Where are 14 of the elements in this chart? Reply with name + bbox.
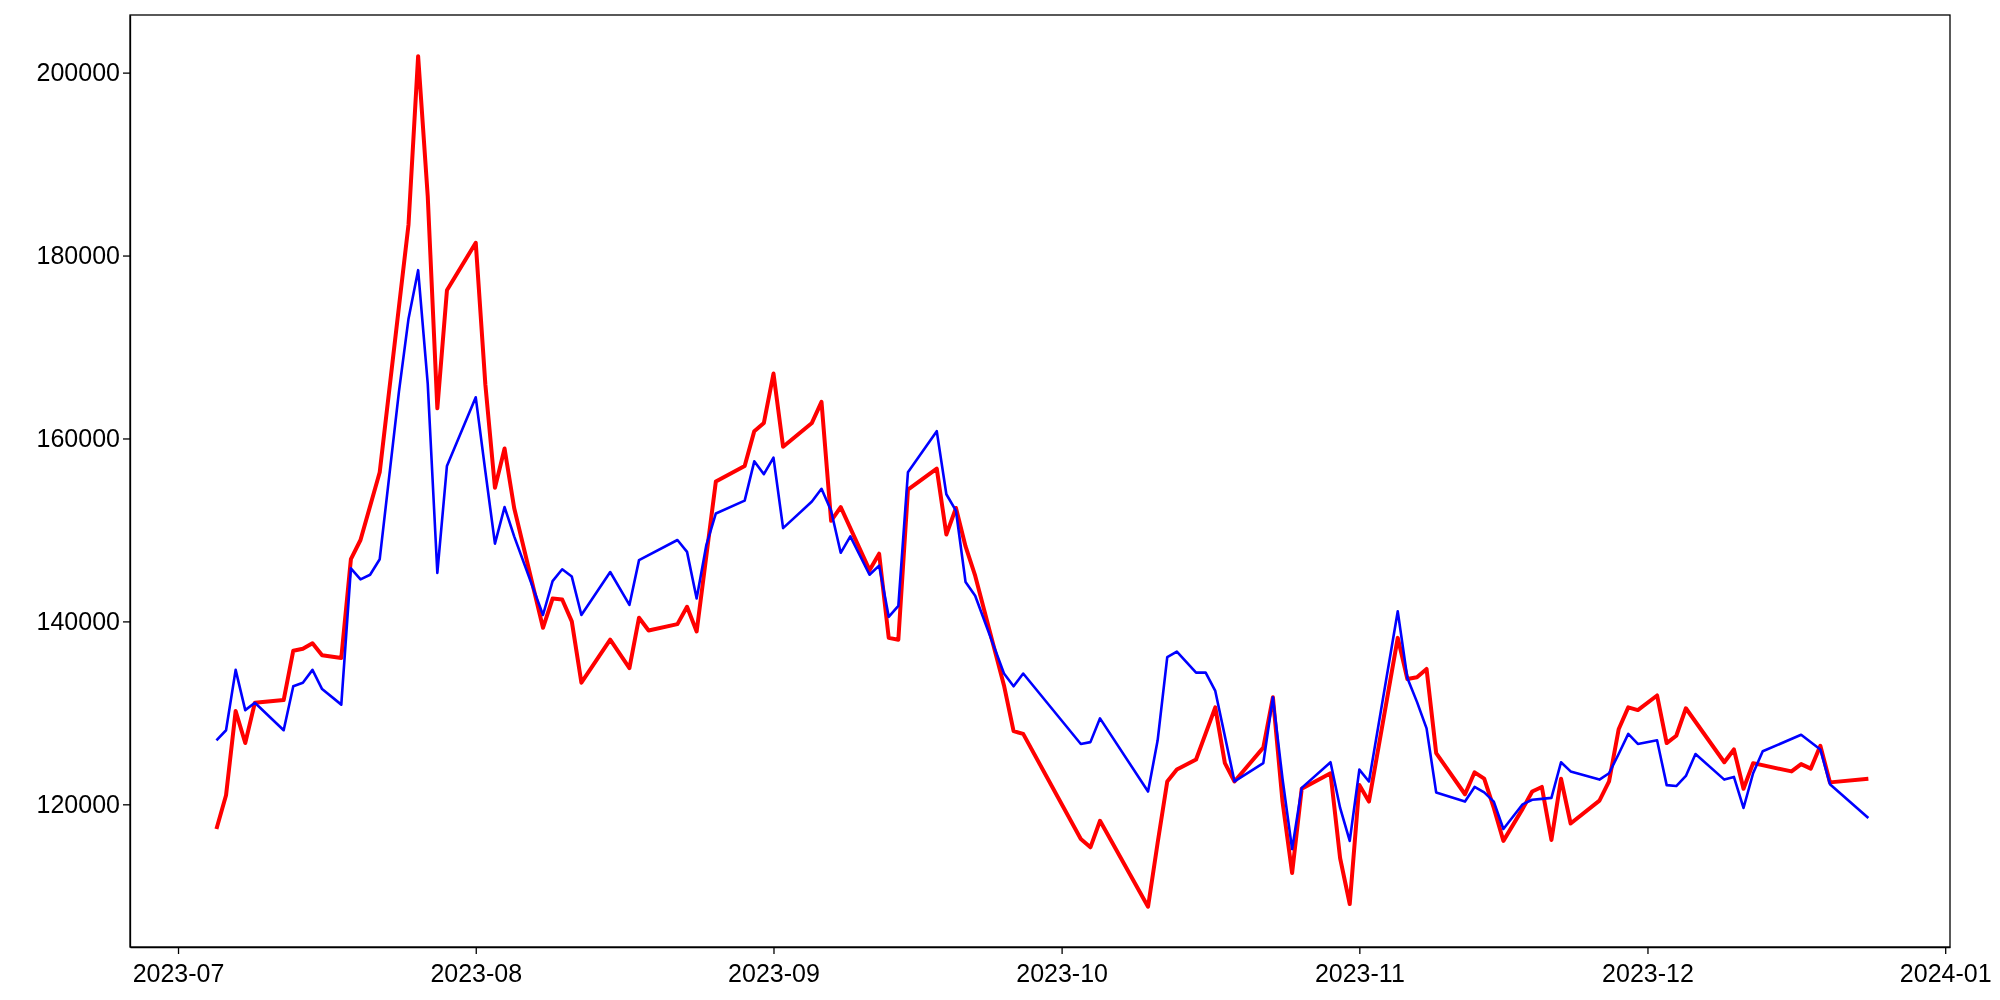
- x-tick-label: 2023-12: [1602, 959, 1694, 987]
- x-tick-label: 2023-10: [1016, 959, 1108, 987]
- x-tick-label: 2023-09: [728, 959, 820, 987]
- y-tick-label: 180000: [36, 241, 120, 270]
- x-tick-label: 2023-07: [132, 959, 225, 987]
- line-series: [214, 54, 1871, 909]
- x-tick-label: 2023-11: [1314, 959, 1405, 987]
- y-tick-label: 120000: [36, 789, 120, 818]
- x-tick-label: 2024-01: [1899, 959, 1992, 987]
- y-tick-label: 200000: [36, 58, 120, 87]
- y-tick-label: 140000: [36, 606, 120, 635]
- x-tick-label: 2023-08: [430, 959, 523, 987]
- line-series: [215, 268, 1870, 851]
- y-tick-label: 160000: [36, 423, 120, 452]
